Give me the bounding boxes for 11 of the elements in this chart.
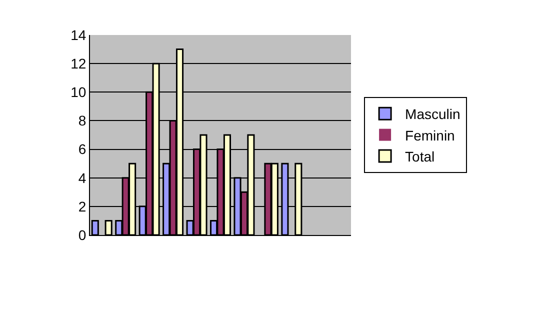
y-tick-label: 10	[70, 84, 86, 100]
legend-label: Feminin	[405, 127, 455, 144]
y-tick-label: 0	[78, 226, 86, 243]
legend-label: Masculin	[405, 106, 460, 122]
y-tick-label: 12	[70, 55, 86, 72]
y-tick-label: 2	[78, 198, 86, 214]
y-tick-label: 6	[78, 141, 86, 158]
y-tick-label: 4	[78, 170, 86, 186]
legend-label: Total	[405, 148, 435, 164]
y-tick-label: 8	[78, 112, 86, 129]
y-tick-label: 14	[70, 26, 86, 43]
